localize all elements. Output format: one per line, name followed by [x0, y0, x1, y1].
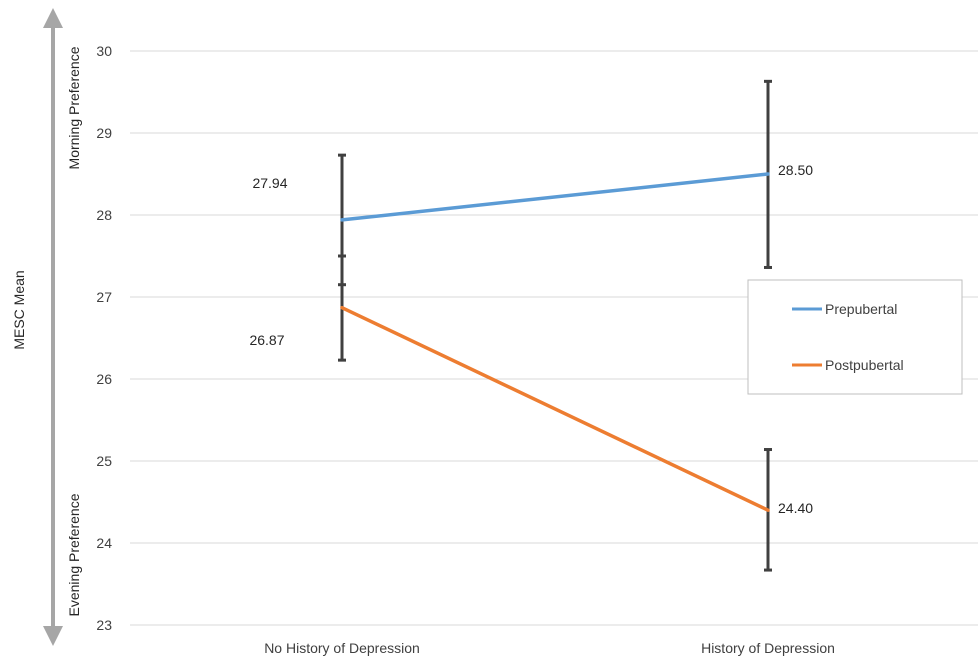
data-labels: 27.94 28.50 26.87 24.40: [249, 162, 813, 516]
y-tick-label: 30: [96, 43, 112, 59]
legend: Prepubertal Postpubertal: [747, 279, 963, 395]
x-tick-labels: No History of Depression History of Depre…: [264, 640, 835, 656]
y-tick-label: 29: [96, 125, 112, 141]
arrow-head-up: [43, 8, 63, 28]
y-axis-label: MESC Mean: [11, 270, 27, 349]
legend-box: [747, 279, 963, 395]
y-tick-label: 27: [96, 289, 112, 305]
x-tick-label: No History of Depression: [264, 640, 420, 656]
data-label: 28.50: [778, 162, 813, 178]
series-line-prepubertal: [340, 172, 770, 222]
y-tick-labels: 23 24 25 26 27 28 29 30: [96, 43, 112, 633]
legend-label-prepubertal: Prepubertal: [825, 301, 897, 317]
evening-preference-label: Evening Preference: [66, 493, 82, 616]
data-label: 27.94: [252, 175, 287, 191]
y-tick-label: 24: [96, 535, 112, 551]
x-tick-label: History of Depression: [701, 640, 835, 656]
morning-preference-label: Morning Preference: [66, 46, 82, 169]
grid-layer: [130, 50, 978, 626]
arrow-head-down: [43, 626, 63, 646]
y-axis-arrow: [43, 8, 63, 646]
data-label: 26.87: [249, 332, 284, 348]
error-bars: [338, 79, 772, 572]
series-line-postpubertal: [340, 305, 770, 512]
y-tick-label: 23: [96, 617, 112, 633]
y-tick-label: 25: [96, 453, 112, 469]
series-layer: [340, 172, 770, 512]
y-tick-label: 26: [96, 371, 112, 387]
y-tick-label: 28: [96, 207, 112, 223]
legend-label-postpubertal: Postpubertal: [825, 357, 904, 373]
data-label: 24.40: [778, 500, 813, 516]
